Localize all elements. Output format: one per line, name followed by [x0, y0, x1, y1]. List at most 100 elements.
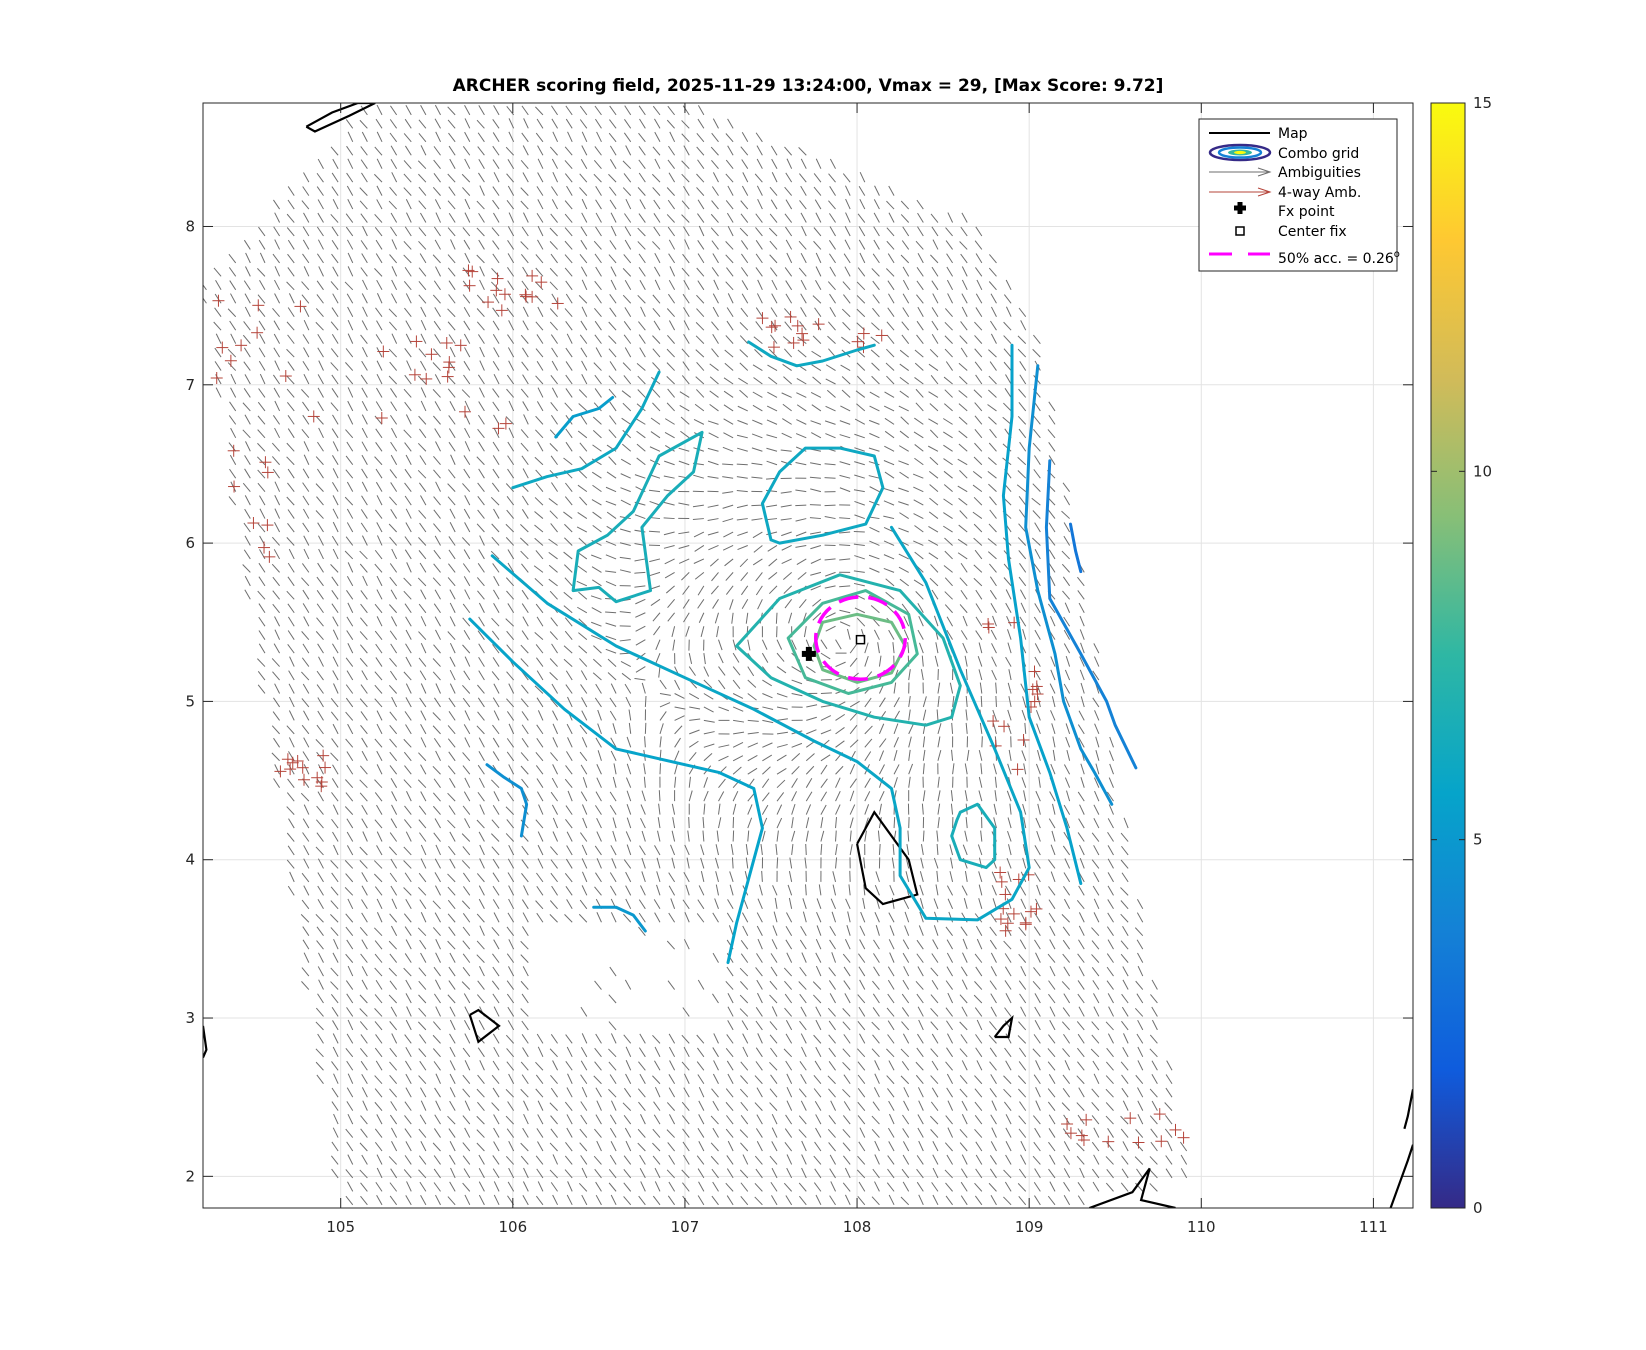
ambiguity-arrow: [989, 361, 997, 371]
ambiguity-arrow: [522, 1127, 529, 1138]
ambiguity-arrow: [1135, 1074, 1144, 1085]
ambiguity-arrow: [566, 333, 573, 344]
ambiguity-arrow: [1048, 455, 1056, 466]
ambiguity-arrow: [551, 118, 558, 129]
ambiguity-arrow: [535, 752, 544, 762]
ambiguity-arrow: [389, 872, 398, 883]
ambiguity-arrow: [732, 742, 744, 748]
ambiguity-arrow: [652, 1128, 661, 1138]
ambiguity-arrow: [698, 1100, 705, 1111]
ambiguity-arrow: [919, 911, 924, 923]
ambiguity-arrow: [449, 1033, 456, 1044]
ambiguity-arrow: [907, 642, 910, 654]
ambiguity-arrow: [1035, 790, 1041, 802]
score-contour: [1069, 522, 1083, 574]
ambiguity-arrow: [739, 558, 749, 568]
ambiguity-arrow: [581, 804, 588, 815]
ambiguity-arrow: [785, 1060, 793, 1071]
ambiguity-arrow: [520, 187, 529, 196]
ambiguity-arrow: [653, 625, 661, 636]
ambiguity-arrow: [389, 1114, 398, 1125]
ambiguity-arrow: [507, 468, 515, 479]
ambiguity-arrow: [668, 1181, 676, 1192]
ambiguity-arrow: [536, 401, 544, 412]
ambiguity-arrow: [815, 212, 822, 223]
ambiguity-arrow: [801, 1140, 807, 1152]
ambiguity-arrow: [376, 831, 383, 842]
ambiguity-arrow: [640, 1181, 646, 1192]
ambiguity-arrow: [1047, 953, 1056, 963]
ambiguity-arrow: [639, 1073, 646, 1084]
ambiguity-arrow: [783, 1182, 793, 1192]
ambiguity-arrow: [681, 348, 690, 358]
ambiguity-arrow: [820, 804, 827, 815]
ambiguity-arrow: [669, 266, 676, 277]
ambiguity-arrow: [345, 738, 354, 748]
ambiguity-arrow: [931, 307, 939, 317]
ambiguity-arrow: [360, 1182, 368, 1192]
ambiguity-arrow: [1049, 966, 1056, 977]
ambiguity-arrow: [361, 400, 368, 412]
ambiguity-arrow: [229, 454, 237, 465]
ambiguity-arrow: [272, 253, 280, 264]
ambiguity-arrow: [549, 281, 558, 291]
ambiguity-arrow: [506, 644, 515, 654]
ambiguity-arrow: [389, 832, 398, 842]
ambiguity-arrow: [1092, 697, 1100, 708]
ambiguity-arrow: [874, 912, 880, 923]
ambiguity-arrow: [449, 952, 456, 963]
ambiguity-arrow: [479, 387, 485, 398]
ambiguity-arrow: [449, 1154, 456, 1165]
ambiguity-arrow: [1095, 763, 1100, 775]
ambiguity-arrow: [682, 1141, 690, 1152]
ambiguity-arrow: [274, 481, 281, 492]
ambiguity-arrow: [594, 293, 602, 304]
ambiguity-arrow: [987, 551, 997, 560]
ambiguity-arrow: [769, 186, 778, 196]
ambiguity-arrow: [318, 266, 324, 277]
ambiguity-arrow: [849, 804, 856, 815]
ambiguity-arrow: [406, 1181, 412, 1192]
ambiguity-arrow: [449, 589, 456, 600]
ambiguity-arrow: [374, 1021, 383, 1031]
ambiguity-arrow: [362, 831, 368, 842]
ambiguity-arrow: [521, 737, 529, 748]
ambiguity-arrow: [884, 391, 895, 398]
ambiguity-arrow: [917, 602, 924, 614]
ambiguity-arrow: [579, 105, 588, 116]
ambiguity-arrow: [303, 710, 310, 721]
ambiguity-arrow: [376, 750, 383, 762]
ambiguity-arrow: [564, 227, 573, 237]
ambiguity-arrow: [403, 187, 412, 196]
ambiguity-arrow: [903, 616, 910, 627]
ambiguity-arrow: [756, 1114, 763, 1125]
ambiguity-arrow: [347, 965, 354, 977]
ambiguity-arrow: [878, 764, 885, 775]
ambiguity-arrow: [1034, 522, 1041, 533]
ambiguity-arrow: [871, 375, 880, 385]
ambiguity-arrow: [536, 334, 544, 344]
ambiguity-arrow: [835, 844, 838, 856]
ambiguity-arrow: [713, 279, 719, 291]
ambiguity-arrow: [964, 763, 968, 775]
ambiguity-arrow: [564, 402, 573, 412]
ambiguity-arrow: [928, 552, 939, 560]
ambiguity-arrow: [478, 737, 485, 748]
ambiguity-arrow: [403, 254, 412, 264]
ambiguity-arrow: [899, 376, 909, 385]
ambiguity-arrow: [597, 723, 602, 735]
ambiguity-arrow: [839, 487, 851, 493]
ambiguity-arrow: [506, 698, 515, 708]
ambiguity-arrow: [404, 765, 412, 775]
ambiguity-arrow: [607, 672, 617, 681]
ambiguity-arrow: [507, 334, 515, 344]
ambiguity-arrow: [989, 428, 997, 439]
ambiguity-arrow: [1032, 980, 1041, 990]
ambiguity-arrow: [623, 132, 632, 143]
ambiguity-arrow: [740, 1196, 749, 1206]
ambiguity-arrow: [536, 118, 544, 129]
ambiguity-arrow: [751, 476, 763, 479]
ambiguity-arrow: [917, 212, 924, 223]
ambiguity-arrow: [418, 1075, 427, 1085]
ambiguity-arrow: [418, 294, 427, 304]
